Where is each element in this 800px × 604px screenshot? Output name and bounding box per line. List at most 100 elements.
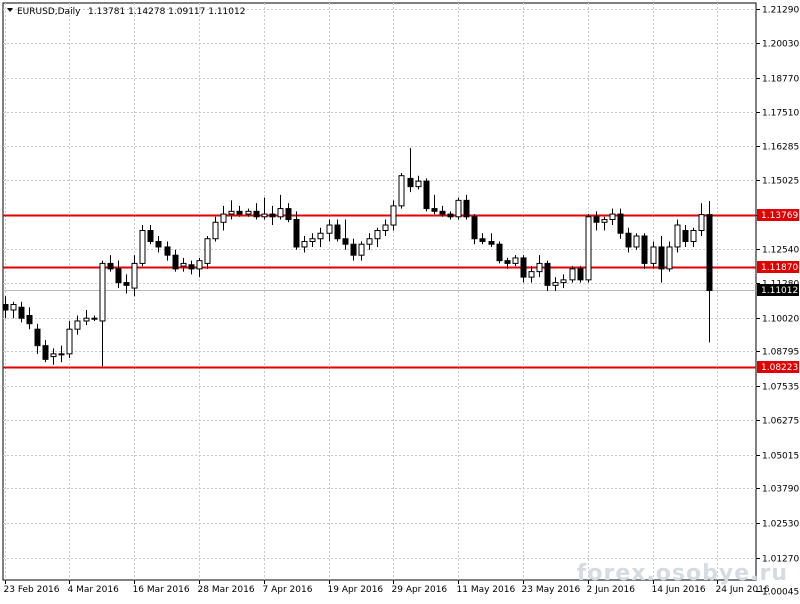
candle-body-bullish: [10, 304, 17, 311]
candle-body-bearish: [350, 243, 357, 256]
candle-body-bearish: [407, 177, 414, 188]
candle-body-bullish: [301, 240, 308, 248]
candle-body-bearish: [147, 230, 154, 242]
x-tick-label: 23 Feb 2016: [4, 585, 60, 595]
candle-body-bullish: [398, 175, 405, 207]
candle-body-bullish: [455, 199, 462, 218]
level-price-label-bg: [757, 261, 799, 273]
candle-body-bullish: [212, 221, 219, 240]
candle-body-bearish: [107, 262, 114, 270]
candle-body-bullish: [650, 246, 657, 264]
candle-body-bullish: [552, 282, 559, 286]
candle-body-bearish: [155, 240, 162, 248]
candle-body-bearish: [42, 345, 49, 360]
candle-body-bullish: [58, 353, 65, 356]
y-tick-label: 1.18770: [762, 75, 799, 85]
candle-body-bullish: [99, 262, 106, 322]
candle-body-bullish: [698, 214, 705, 232]
candle-body-bullish: [609, 213, 616, 221]
candle-body-bullish: [180, 262, 187, 267]
candle-body-bullish: [139, 230, 146, 264]
candle-body-bullish: [220, 213, 227, 223]
y-tick-label: 1.03790: [762, 485, 799, 495]
horizontal-levels: [3, 214, 756, 369]
candle-body-bearish: [577, 268, 584, 281]
candle-body-bearish: [479, 238, 486, 242]
plot-area[interactable]: [2, 2, 757, 581]
candle-body-bullish: [50, 353, 57, 358]
candle-body-bullish: [690, 230, 697, 242]
y-tick-label: 1.08795: [762, 348, 799, 358]
candle-body-bullish: [390, 205, 397, 226]
y-tick-label: 1.20030: [762, 40, 799, 50]
candle-body-bearish: [293, 219, 300, 248]
current-price-label: 1.11012: [761, 286, 798, 296]
candle-body-bullish: [131, 262, 138, 289]
candle-body-bullish: [415, 180, 422, 188]
x-tick-label: 16 Mar 2016: [133, 585, 190, 595]
candle-body-bullish: [674, 224, 681, 248]
candle-body-bearish: [471, 216, 478, 240]
dropdown-triangle-icon[interactable]: [7, 8, 13, 12]
x-tick-label: 19 Apr 2016: [328, 585, 384, 595]
level-price-label: 1.08223: [761, 363, 798, 373]
candle-body-bearish: [447, 213, 454, 218]
candle-body-bearish: [334, 224, 341, 240]
candle-body-bullish: [382, 224, 389, 232]
current-price-label-bg: [757, 284, 799, 296]
y-tick-label: 1.00045: [762, 588, 799, 598]
candle-body-bearish: [123, 282, 130, 286]
level-price-label-bg: [757, 361, 799, 373]
x-tick-label: 28 Mar 2016: [198, 585, 255, 595]
candle-body-bullish: [245, 210, 252, 215]
y-tick-label: 1.15025: [762, 177, 799, 187]
y-tick-label: 1.16285: [762, 143, 799, 153]
candle-body-bullish: [261, 213, 268, 218]
y-tick-label: 1.07535: [762, 383, 799, 393]
price-labels: 1.13769 1.11870 1.08223 1.11012: [757, 209, 799, 373]
y-tick-label: 1.21290: [762, 6, 799, 16]
candle-body-bearish: [342, 238, 349, 245]
candle-body-bullish: [309, 238, 316, 242]
y-tick-label: 1.06275: [762, 417, 799, 427]
candle-body-bullish: [277, 208, 284, 218]
candle-body-bearish: [617, 213, 624, 234]
symbol-title: EURUSD,Daily: [17, 7, 81, 17]
y-tick-label: 1.05015: [762, 452, 799, 462]
candle-body-bullish: [317, 232, 324, 240]
candle-body-bullish: [83, 317, 90, 322]
candle-body-bearish: [26, 314, 33, 325]
y-tick-label: 1.02530: [762, 520, 799, 530]
candle-body-bullish: [366, 238, 373, 245]
candle-body-bearish: [488, 240, 495, 245]
candle-body-bullish: [512, 257, 519, 264]
candle-body-bearish: [236, 210, 243, 215]
candle-body-bearish: [172, 254, 179, 270]
candles: [2, 148, 713, 367]
candle-body-bullish: [358, 243, 365, 256]
candle-body-bearish: [18, 306, 25, 319]
header: EURUSD,Daily 1.13781 1.14278 1.09117 1.1…: [7, 7, 245, 17]
candle-body-bullish: [74, 320, 81, 330]
candle-body-bullish: [569, 268, 576, 281]
candle-body-bullish: [66, 328, 73, 355]
candle-body-bullish: [326, 224, 333, 234]
y-tick-label: 1.17510: [762, 109, 799, 119]
y-tick-label: 1.01270: [762, 555, 799, 565]
candle-body-bearish: [34, 328, 41, 347]
x-tick-label: 11 May 2016: [457, 585, 516, 595]
candle-body-bearish: [496, 243, 503, 262]
candle-body-bearish: [423, 180, 430, 210]
level-price-label-bg: [757, 209, 799, 221]
x-tick-label: 23 May 2016: [522, 585, 581, 595]
candle-body-bearish: [285, 208, 292, 221]
candle-body-bullish: [585, 216, 592, 281]
candle-body-bearish: [188, 264, 195, 270]
candle-body-bullish: [601, 219, 608, 223]
candle-body-bearish: [253, 210, 260, 218]
candle-body-bearish: [641, 235, 648, 264]
candle-body-bearish: [164, 246, 171, 256]
y-tick-label: 1.10020: [762, 315, 799, 325]
